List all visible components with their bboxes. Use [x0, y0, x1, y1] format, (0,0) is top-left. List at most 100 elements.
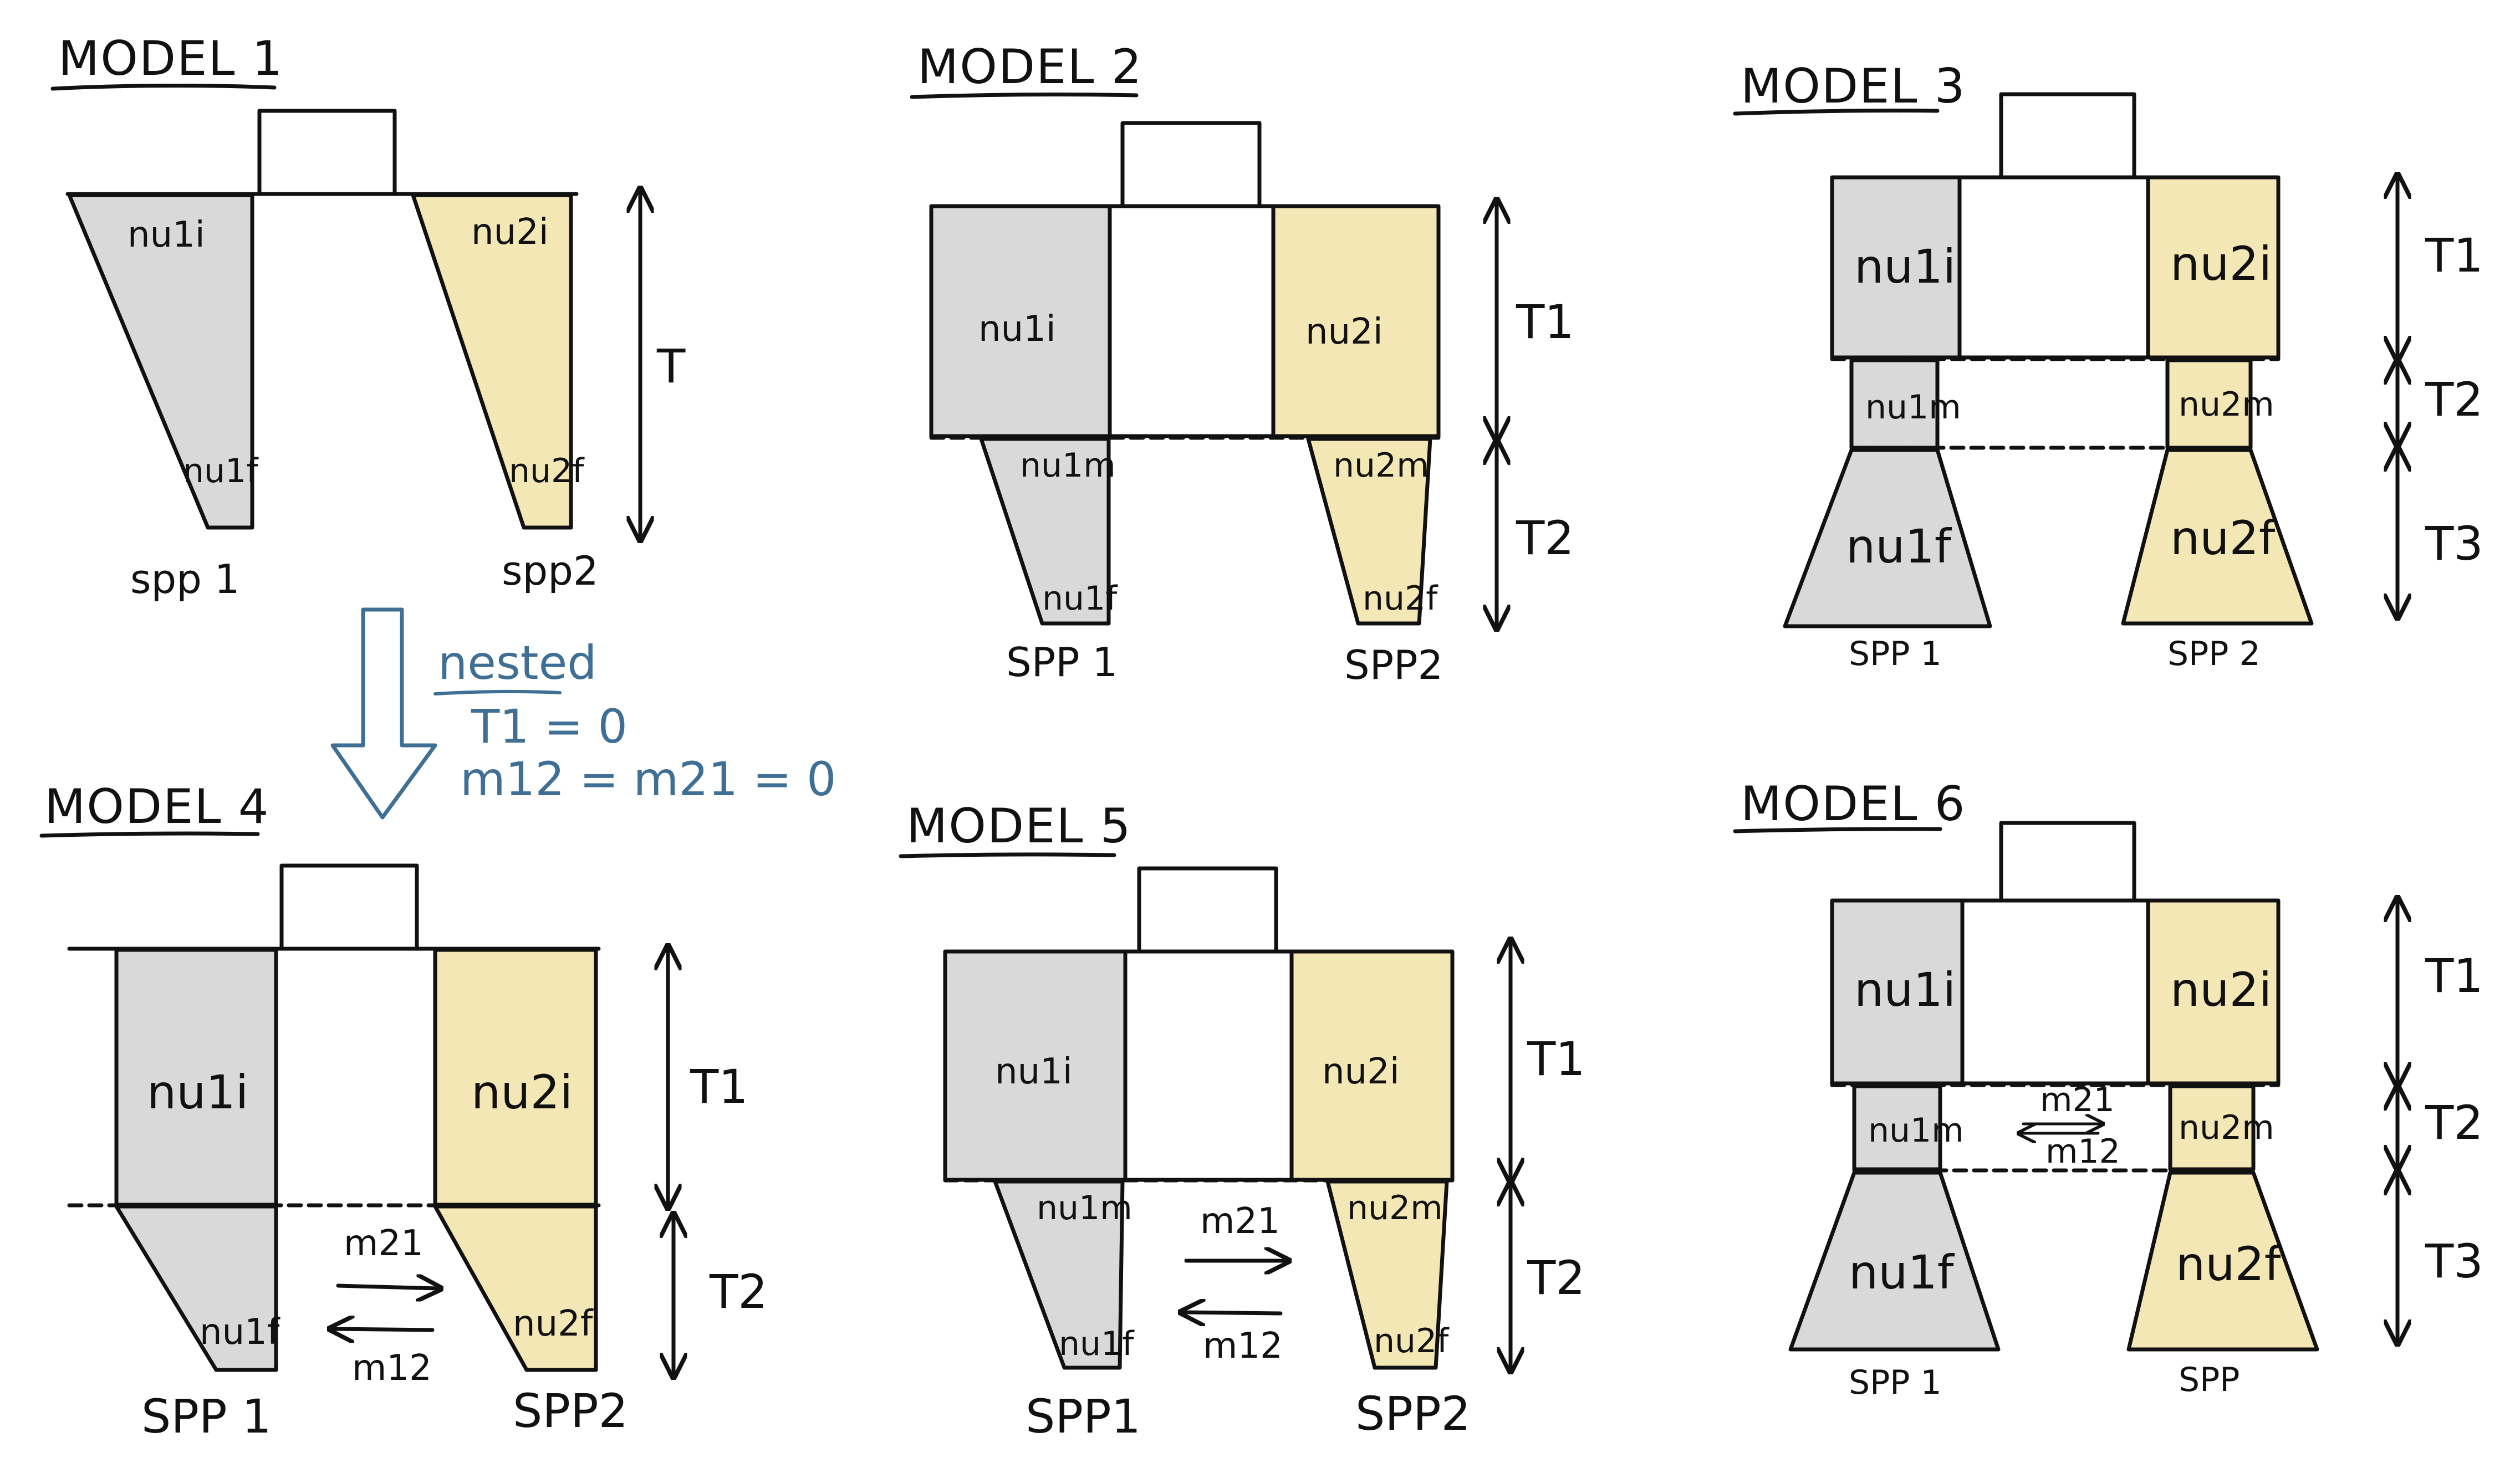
model-2-nu1m-label: nu1m [1020, 446, 1116, 485]
model-4-pop2-lower [433, 1204, 598, 1372]
model-2-title: MODEL 2 [917, 39, 1142, 95]
model-3-pop2-mid [2165, 358, 2253, 450]
model-2-pop2-lower [1306, 437, 1432, 626]
model-4-title: MODEL 4 [44, 779, 269, 835]
model-2-nu2m-label: nu2m [1333, 446, 1429, 485]
model-5-pop1-lower [993, 1179, 1125, 1370]
model-2-nu2i-label: nu2i [1305, 311, 1383, 352]
model-1-title: MODEL 1 [58, 31, 283, 86]
model-5-pop2-initial [1289, 949, 1455, 1182]
model-5-m21-label: m21 [1200, 1201, 1280, 1242]
model-4-title-underline [39, 831, 260, 838]
model-6-T3-label: T3 [2425, 1234, 2483, 1288]
model-3-nu2i-label: nu2i [2170, 237, 2272, 291]
model-3-pop1-initial [1830, 175, 1962, 360]
model-5-spp2-label: SPP2 [1355, 1387, 1471, 1441]
model-3-T1-label: T1 [2425, 228, 2483, 283]
model-5-nu2i-label: nu2i [1322, 1051, 1400, 1092]
model-1-T-label: T [656, 339, 686, 393]
model-3-pop2-initial [2146, 175, 2281, 360]
model-6-nu1i-label: nu1i [1854, 963, 1956, 1017]
model-4-spp2-label: SPP2 [513, 1384, 628, 1438]
model-4-spp1-label: SPP 1 [141, 1389, 272, 1444]
model-6-T1-label: T1 [2425, 949, 2483, 1003]
model-5-T1-label: T1 [1527, 1032, 1585, 1086]
model-2-ancestral-box [1120, 121, 1262, 207]
model-5-pop1-initial [943, 949, 1128, 1182]
model-6-pop2-final [2126, 1170, 2319, 1352]
model-4-m12-label: m12 [352, 1348, 432, 1389]
model-5-gap [1123, 949, 1294, 1182]
model-3-title-underline [1733, 109, 1940, 116]
model-3-spp2-label: SPP 2 [2167, 635, 2261, 673]
model-6-T2-label: T2 [2425, 1096, 2483, 1150]
model-4-nu1f-label: nu1f [200, 1312, 280, 1353]
model-6-nu2f-label: nu2f [2176, 1237, 2282, 1291]
model-4: MODEL 4 nu1i nu2i nu1f nu2f m21 m12 SPP … [39, 779, 768, 1444]
model-3-title: MODEL 3 [1741, 59, 1966, 114]
model-1-spp1-label: spp 1 [130, 556, 240, 602]
model-6-nu2i-label: nu2i [2170, 963, 2272, 1017]
model-1-nu2i-label: nu2i [471, 212, 549, 253]
model-6-pop2-initial [2146, 898, 2281, 1086]
model-4-T1-label: T1 [690, 1060, 748, 1114]
model-1-nu2f-label: nu2f [509, 452, 585, 490]
model-3-nu2f-label: nu2f [2170, 511, 2277, 565]
model-4-pop2-initial [433, 948, 598, 1207]
model-1-nu1i-label: nu1i [127, 214, 205, 255]
model-3-nu1f-label: nu1f [1846, 519, 1952, 574]
model-2-spp1-label: SPP 1 [1006, 639, 1118, 686]
model-5: MODEL 5 nu1i nu2i nu1m nu2m nu1f nu2f m2… [899, 799, 1585, 1444]
model-5-title: MODEL 5 [906, 799, 1131, 854]
model-1-title-underline [50, 83, 277, 91]
model-1: MODEL 1 nu1i nu2i nu1f nu2f spp 1 spp2 T [50, 31, 686, 602]
model-6-pop2-mid [2168, 1084, 2256, 1172]
model-4-m21-arrow [336, 1286, 438, 1288]
model-6-title: MODEL 6 [1741, 776, 1966, 832]
model-3-nu1m-label: nu1m [1865, 388, 1961, 427]
model-5-spp1-label: SPP1 [1026, 1389, 1141, 1444]
model-5-title-underline [899, 852, 1116, 858]
model-2-pop1-lower [979, 437, 1111, 626]
model-6: MODEL 6 nu1i nu2i nu1m nu2m m21 m12 nu1f… [1733, 776, 2483, 1402]
nested-label: nested [438, 636, 597, 690]
model-3-ancestral-box [1999, 92, 2136, 178]
model-5-m12-arrow [1184, 1312, 1283, 1313]
model-1-pop1-shape [67, 193, 254, 530]
model-4-m12-arrow [333, 1329, 435, 1330]
model-4-nu2f-label: nu2f [513, 1303, 594, 1344]
nested-annotation: nested T1 = 0 m12 = m21 = 0 [330, 607, 836, 820]
model-4-T2-label: T2 [709, 1265, 768, 1319]
model-6-spp1-label: SPP 1 [1849, 1363, 1942, 1402]
model-6-ancestral-box [1999, 821, 2136, 901]
model-2-gap [1108, 204, 1276, 438]
model-1-nu1f-label: nu1f [183, 452, 259, 490]
model-5-nu1m-label: nu1m [1037, 1189, 1133, 1227]
model-5-ancestral-box [1137, 866, 1278, 953]
model-4-nu2i-label: nu2i [471, 1065, 573, 1119]
model-1-ancestral-box [257, 109, 397, 195]
model-2-T2-label: T2 [1516, 511, 1574, 565]
model-3-nu2m-label: nu2m [2179, 385, 2274, 424]
model-4-pop1-initial [114, 948, 278, 1207]
model-2: MODEL 2 nu1i nu2i nu1m nu2m nu1f nu2f SP… [910, 39, 1574, 688]
model-4-ancestral-box [279, 863, 419, 950]
model-2-nu2f-label: nu2f [1363, 579, 1438, 618]
model-5-T2-label: T2 [1527, 1251, 1585, 1305]
model-2-nu1f-label: nu1f [1042, 579, 1118, 618]
model-3-T3-label: T3 [2425, 516, 2483, 571]
model-5-nu2f-label: nu2f [1374, 1322, 1450, 1360]
model-6-nu1m-label: nu1m [1868, 1111, 1964, 1150]
model-3-T2-label: T2 [2425, 372, 2483, 427]
nested-down-arrow [330, 607, 437, 820]
model-3-pop2-final [2121, 448, 2314, 626]
nested-label-underline [433, 689, 562, 695]
model-1-spp2-label: spp2 [502, 548, 599, 594]
nested-eq-T1: T1 = 0 [471, 699, 628, 754]
model-3-nu1i-label: nu1i [1854, 239, 1956, 294]
model-3-spp1-label: SPP 1 [1849, 635, 1942, 673]
model-4-nu1i-label: nu1i [147, 1065, 248, 1119]
model-2-T1-label: T1 [1516, 295, 1574, 349]
model-5-m12-label: m12 [1203, 1326, 1283, 1367]
